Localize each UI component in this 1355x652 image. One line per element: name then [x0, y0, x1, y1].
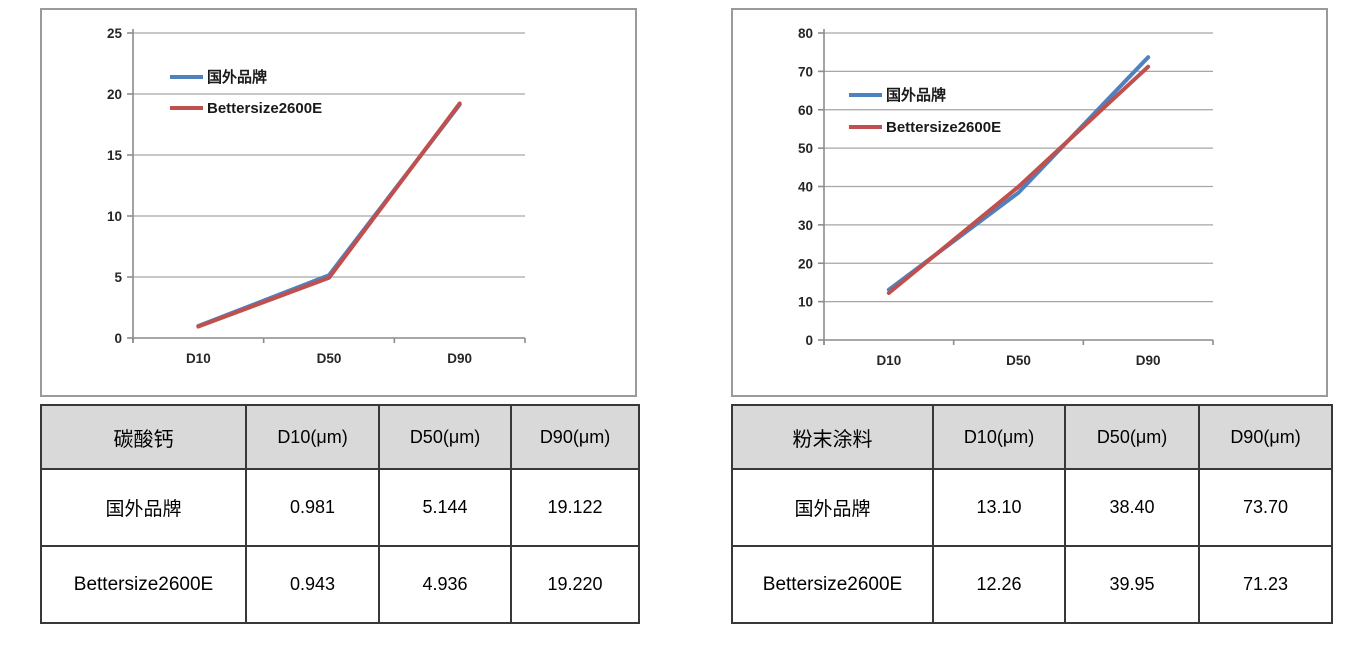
legend-label-foreign-brand: 国外品牌: [207, 68, 267, 86]
table-title-cell: 碳酸钙: [40, 404, 247, 470]
value-cell: 12.26: [932, 545, 1066, 624]
column-header: D90(μm): [1198, 404, 1333, 470]
column-header: D90(μm): [510, 404, 640, 470]
calcium-carbonate-chart-canvas: 0 5 10 15 20 25 D10 D50 D90 国外品牌 Bettersize2600E: [107, 26, 526, 366]
table-title-cell: 粉末涂料: [731, 404, 934, 470]
y-tick-label: 70: [798, 64, 813, 79]
x-category-label: D50: [317, 351, 342, 366]
y-tick-label: 5: [114, 270, 122, 285]
x-category-label: D10: [186, 351, 211, 366]
row-label-cell: Bettersize2600E: [731, 545, 934, 624]
y-tick-label: 10: [107, 209, 122, 224]
y-tick-label: 20: [798, 256, 813, 271]
powder-coating-table: 粉末涂料 D10(μm) D50(μm) D90(μm) 国外品牌 13.10 38.40 7…: [731, 404, 1333, 624]
value-cell: 0.981: [245, 468, 380, 547]
y-tick-label: 25: [107, 26, 123, 41]
y-tick-label: 0: [805, 333, 813, 348]
table-header-row: 碳酸钙 D10(μm) D50(μm) D90(μm): [40, 404, 640, 470]
legend-label-bettersize2600e: Bettersize2600E: [207, 100, 322, 117]
row-label-cell: Bettersize2600E: [40, 545, 247, 624]
y-tick-label: 0: [114, 331, 122, 346]
value-cell: 71.23: [1198, 545, 1333, 624]
y-tick-label: 60: [798, 103, 813, 118]
y-tick-label: 50: [798, 141, 813, 156]
table-row: 国外品牌 13.10 38.40 73.70: [731, 468, 1333, 547]
value-cell: 5.144: [378, 468, 512, 547]
legend-label-foreign-brand: 国外品牌: [886, 86, 946, 104]
y-tick-label: 40: [798, 180, 813, 195]
legend-label-bettersize2600e: Bettersize2600E: [886, 119, 1001, 136]
value-cell: 19.122: [510, 468, 640, 547]
y-tick-label: 80: [798, 26, 813, 41]
y-tick-label: 10: [798, 295, 813, 310]
powder-coating-chart-panel: 0 10 20 30 40 50 60 70 80 D10 D50 D90 国外品牌 Bettersize…: [731, 8, 1328, 397]
column-header: D10(μm): [245, 404, 380, 470]
x-category-label: D90: [1136, 353, 1161, 368]
table-header-row: 粉末涂料 D10(μm) D50(μm) D90(μm): [731, 404, 1333, 470]
series-line-foreign-brand: [196, 102, 462, 328]
value-cell: 13.10: [932, 468, 1066, 547]
x-category-label: D90: [447, 351, 472, 366]
column-header: D50(μm): [378, 404, 512, 470]
x-category-label: D10: [876, 353, 901, 368]
y-tick-label: 15: [107, 148, 123, 163]
table-row: Bettersize2600E 0.943 4.936 19.220: [40, 545, 640, 624]
powder-coating-chart-canvas: 0 10 20 30 40 50 60 70 80 D10 D50 D90 国外品牌 Bettersize…: [798, 26, 1214, 368]
value-cell: 73.70: [1198, 468, 1333, 547]
value-cell: 4.936: [378, 545, 512, 624]
calcium-carbonate-table: 碳酸钙 D10(μm) D50(μm) D90(μm) 国外品牌 0.981 5.144 19…: [40, 404, 640, 624]
value-cell: 39.95: [1064, 545, 1200, 624]
column-header: D50(μm): [1064, 404, 1200, 470]
series-line-bettersize2600e: [196, 101, 462, 329]
calcium-carbonate-chart-panel: 0 5 10 15 20 25 D10 D50 D90 国外品牌 Bettersize2600E: [40, 8, 637, 397]
table-row: 国外品牌 0.981 5.144 19.122: [40, 468, 640, 547]
y-tick-label: 30: [798, 218, 813, 233]
x-category-label: D50: [1006, 353, 1031, 368]
y-tick-label: 20: [107, 87, 122, 102]
series-line-bettersize2600e: [886, 64, 1151, 295]
row-label-cell: 国外品牌: [40, 468, 247, 547]
value-cell: 0.943: [245, 545, 380, 624]
table-row: Bettersize2600E 12.26 39.95 71.23: [731, 545, 1333, 624]
column-header: D10(μm): [932, 404, 1066, 470]
row-label-cell: 国外品牌: [731, 468, 934, 547]
value-cell: 38.40: [1064, 468, 1200, 547]
value-cell: 19.220: [510, 545, 640, 624]
